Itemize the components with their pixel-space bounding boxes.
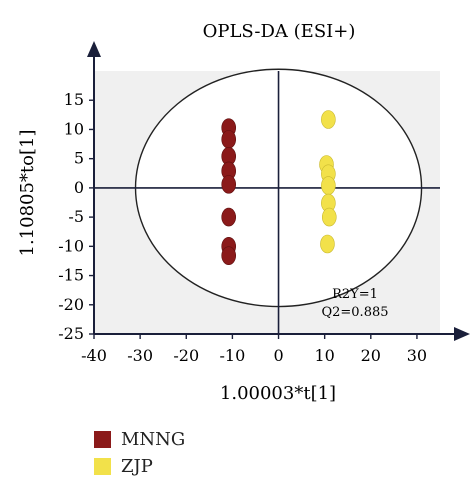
y-axis-label: 1.10805*to[1]: [17, 129, 38, 256]
legend-label-mnng: MNNG: [121, 429, 186, 450]
x-tick-label: -30: [127, 346, 153, 365]
data-point: [221, 130, 237, 149]
data-point: [321, 207, 337, 227]
stat-annotation: Q2=0.885: [321, 305, 388, 320]
legend-swatch-zjp: [94, 458, 111, 475]
ticks-layer: -40 -30 -20 -10 0 10 20 30 -25 -20 -15 -10 -5 0 5 10 15: [58, 90, 427, 365]
y-tick-label: 0: [74, 178, 84, 197]
axes-layer: [87, 41, 470, 341]
chart-title: OPLS-DA (ESI+): [203, 21, 356, 42]
data-point: [221, 207, 237, 227]
stat-annotation: R2Y=1: [332, 287, 378, 302]
data-point: [321, 176, 336, 195]
legend-label-zjp: ZJP: [121, 456, 153, 477]
y-tick-label: -15: [58, 266, 84, 285]
x-tick-label: 0: [273, 346, 283, 365]
data-point: [221, 175, 237, 194]
y-tick-label: 10: [64, 119, 84, 138]
data-point: [321, 110, 336, 129]
legend-item-mnng: MNNG: [94, 426, 185, 453]
annotations-layer: R2Y=1 Q2=0.885: [321, 287, 388, 320]
legend-item-zjp: ZJP: [94, 453, 185, 480]
x-tick-label: 20: [361, 346, 381, 365]
data-point: [320, 234, 335, 254]
y-axis-arrow: [87, 41, 101, 57]
x-axis-arrow: [454, 327, 470, 341]
x-tick-label: 30: [407, 346, 427, 365]
x-tick-label: -10: [220, 346, 246, 365]
x-tick-label: -40: [81, 346, 107, 365]
series-mnng: [221, 118, 237, 265]
y-tick-label: -20: [58, 295, 84, 314]
y-tick-label: -10: [58, 236, 84, 255]
y-tick-label: -5: [68, 207, 84, 226]
y-tick-label: 5: [74, 149, 84, 168]
y-tick-label: -25: [58, 324, 84, 343]
y-tick-label: 15: [64, 90, 84, 109]
points-layer: [221, 110, 337, 265]
x-axis-label: 1.00003*t[1]: [220, 383, 336, 404]
legend: MNNG ZJP: [94, 426, 185, 480]
series-zjp: [319, 110, 337, 254]
legend-swatch-mnng: [94, 431, 111, 448]
x-tick-label: 10: [314, 346, 334, 365]
data-point: [221, 246, 237, 265]
x-tick-label: -20: [173, 346, 199, 365]
